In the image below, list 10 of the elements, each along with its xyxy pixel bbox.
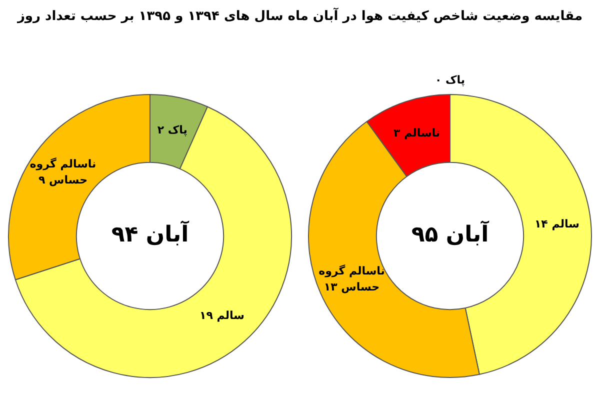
slice-label: پاک ۲ [157, 124, 188, 137]
slice-label: ناسالم گروه حساس ۹ [30, 158, 96, 187]
text: آبان ۹۴ [111, 220, 190, 248]
slice-label: ناسالم ۳ [394, 126, 440, 140]
chart-title: مقایسه وضعیت شاخص کیفیت هوا در آبان ماه سال های ۱۳۹۴ و ۱۳۹۵ بر حسب تعداد روز [16, 6, 584, 26]
slice-label: سالم ۱۹ [199, 308, 244, 322]
slice-label: سالم ۱۴ [534, 218, 580, 231]
slice-label: ناسالم گروه حساس ۱۳ [318, 264, 385, 294]
category-label: پاک ۰ [434, 73, 466, 86]
text: آبان ۹۵ [411, 220, 490, 248]
